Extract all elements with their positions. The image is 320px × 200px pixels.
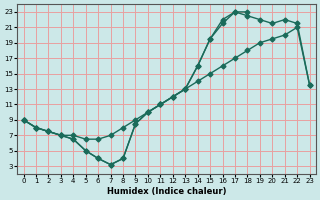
X-axis label: Humidex (Indice chaleur): Humidex (Indice chaleur) [107,187,226,196]
